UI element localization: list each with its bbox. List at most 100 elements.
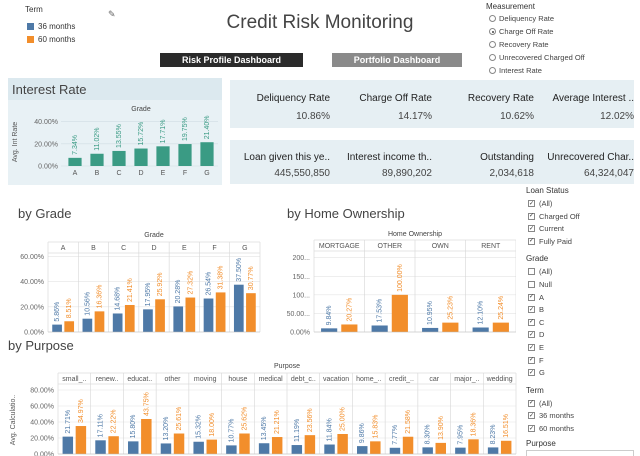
data-label: 25.62% [241, 407, 248, 431]
measurement-option[interactable]: Charge Off Rate [489, 27, 553, 36]
ytick: 150... [292, 274, 310, 281]
ytick: 0.00% [290, 330, 310, 337]
grade-filter-option[interactable]: ✓ C [528, 318, 544, 327]
legend-item-60-months[interactable]: 60 months [27, 35, 75, 44]
chart-header: Home Ownership [388, 231, 442, 238]
grade-filter-option[interactable]: ✓ G [528, 368, 545, 377]
data-label: 20.27% [346, 298, 353, 322]
measurement-option[interactable]: Deliquency Rate [489, 14, 554, 23]
checkbox[interactable]: ✓ [528, 412, 535, 420]
bar-36 [324, 444, 335, 454]
kpi-label: Average Interest .. [552, 93, 634, 104]
category-label: A [61, 245, 66, 252]
category-label: car [429, 376, 439, 383]
checkbox[interactable]: ✓ [528, 225, 535, 233]
checkbox[interactable]: ✓ [528, 356, 535, 364]
data-label: 25.61% [176, 407, 183, 431]
category-label: F [212, 245, 216, 252]
checkbox[interactable]: ✓ [528, 293, 535, 301]
checkbox[interactable]: ✓ [528, 200, 535, 207]
purpose-filter-dropdown[interactable] [526, 449, 634, 456]
kpi-row-2-panel [230, 140, 634, 184]
loan-status-filter-option[interactable]: ✓ Current [528, 224, 564, 233]
term-filter-option[interactable]: ✓ 36 months [528, 411, 574, 420]
checkbox[interactable]: ✓ [528, 212, 535, 220]
portfolio-dashboard-button[interactable]: Portfolio Dashboard [332, 53, 462, 67]
grade-filter-option-label: Null [539, 280, 552, 289]
term-filter-title: Term [526, 385, 544, 395]
edit-pen-icon[interactable]: ✎ [108, 9, 116, 19]
risk-profile-dashboard-button[interactable]: Risk Profile Dashboard [160, 53, 303, 67]
bar-60 [391, 294, 408, 332]
bar-36 [233, 284, 244, 332]
measurement-option[interactable]: Interest Rate [489, 66, 542, 75]
data-label: 7.77% [392, 425, 399, 445]
chart-header: Purpose [274, 363, 300, 370]
radio-button[interactable] [489, 41, 496, 48]
bar-36 [258, 443, 270, 454]
loan-status-filter-option-label: Charged Off [539, 211, 580, 221]
ytick: 60.00% [20, 254, 44, 261]
legend-title: Term [25, 5, 43, 14]
grade-filter-option[interactable]: ✓ A [528, 293, 544, 302]
data-label: 21.21% [274, 410, 281, 434]
checkbox[interactable]: ✓ [528, 425, 535, 432]
category-label: home_.. [356, 376, 381, 383]
checkbox[interactable]: ✓ [528, 399, 535, 407]
measurement-option-label: Charge Off Rate [499, 27, 554, 36]
checkbox[interactable]: ✓ [528, 331, 535, 339]
category-label: house [228, 376, 247, 383]
grade-filter-option[interactable]: ✓ F [528, 356, 544, 365]
kpi-label: Recovery Rate [467, 93, 534, 104]
term-filter-option[interactable]: ✓ (All) [528, 399, 552, 408]
grade-filter-option[interactable]: Null [528, 280, 552, 289]
grade-filter-option[interactable]: ✓ D [528, 330, 544, 339]
category-label: other [165, 376, 182, 383]
loan-status-filter-option[interactable]: ✓ Charged Off [528, 212, 580, 221]
term-filter-option[interactable]: ✓ 60 months [528, 424, 574, 433]
checkbox[interactable]: ✓ [528, 318, 535, 326]
category-label: RENT [481, 243, 501, 250]
checkbox[interactable]: ✓ [528, 306, 535, 314]
bar-60 [124, 304, 135, 332]
checkbox[interactable] [528, 281, 535, 288]
bar-60 [442, 322, 459, 332]
data-label: 9.84% [326, 305, 333, 325]
interest-bar [68, 157, 82, 166]
checkbox[interactable] [528, 268, 535, 276]
by-purpose-title: by Purpose [8, 338, 74, 353]
checkbox[interactable]: ✓ [528, 369, 535, 377]
ytick: 20.00% [20, 304, 44, 311]
data-label: 10.56% [84, 292, 91, 316]
interest-data-label: 17.71% [160, 120, 167, 144]
measurement-option[interactable]: Recovery Rate [489, 40, 549, 49]
data-label: 21.58% [405, 410, 412, 434]
data-label: 25.00% [340, 407, 347, 431]
loan-status-filter-option-label: (All) [539, 199, 553, 208]
grade-filter-option[interactable]: ✓ B [528, 305, 544, 314]
radio-button[interactable] [489, 54, 496, 61]
loan-status-filter-option[interactable]: ✓ (All) [528, 199, 552, 208]
loan-status-filter-option-label: Current [539, 224, 565, 234]
radio-button[interactable] [489, 15, 496, 22]
category-label: major_.. [454, 376, 479, 383]
checkbox[interactable]: ✓ [528, 237, 535, 245]
ytick: 200... [292, 255, 310, 262]
bar-36 [291, 445, 303, 454]
kpi-label: Charge Off Rate [359, 93, 432, 104]
legend-item-36-months[interactable]: 36 months [27, 22, 75, 31]
interest-bar [178, 144, 192, 166]
grade-filter-title: Grade [526, 254, 549, 264]
legend-label-60: 60 months [38, 35, 76, 44]
measurement-option[interactable]: Unrecovered Charged Off [489, 53, 585, 62]
radio-button[interactable] [489, 28, 496, 35]
legend-swatch-36 [27, 23, 34, 30]
grade-filter-option[interactable]: ✓ E [528, 343, 544, 352]
kpi-value: 89,890,202 [381, 168, 432, 179]
grade-filter-option[interactable]: (All) [528, 267, 552, 276]
radio-button[interactable] [489, 67, 496, 74]
loan-status-filter-option[interactable]: ✓ Fully Paid [528, 237, 572, 246]
checkbox[interactable]: ✓ [528, 344, 535, 351]
interest-category-label: F [183, 170, 187, 177]
bar-36 [112, 313, 123, 332]
